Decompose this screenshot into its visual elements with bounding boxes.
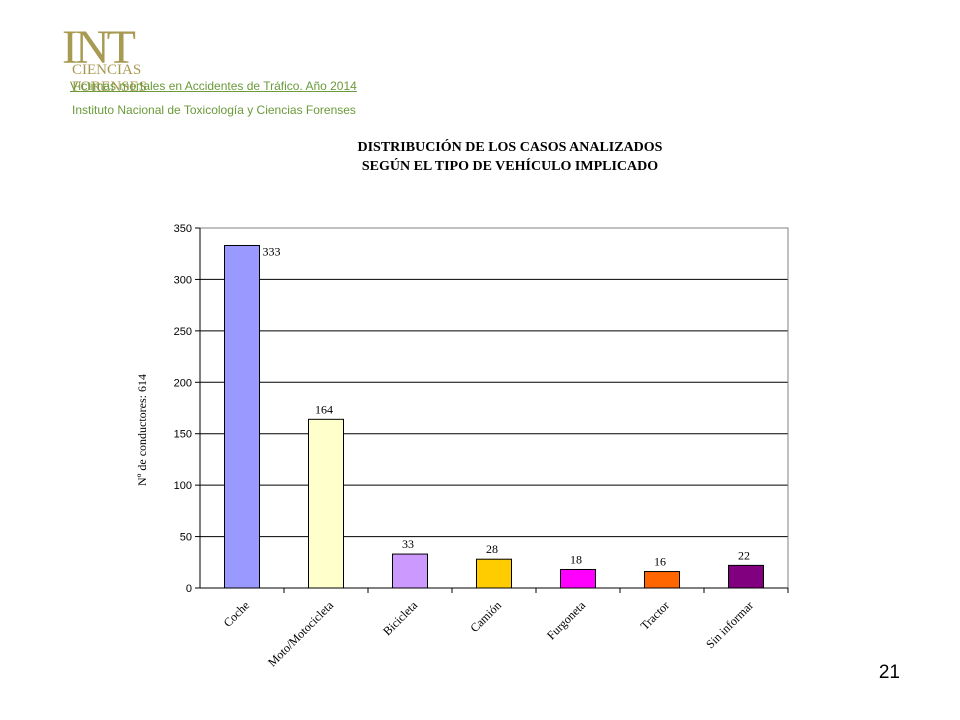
chart-title-line-2: SEGÚN EL TIPO DE VEHÍCULO IMPLICADO	[361, 159, 659, 174]
bar-furgoneta	[560, 568, 596, 589]
bar-moto-motocicleta	[308, 418, 344, 589]
y-tick-label: 250	[174, 326, 192, 338]
bar-bicicleta	[392, 553, 428, 589]
bar-coche	[224, 244, 260, 589]
x-tick-label: Sin informar	[703, 598, 756, 651]
bar-sin-informar	[728, 564, 764, 589]
report-title-link[interactable]: Víctimas mortales en Accidentes de Tráfi…	[70, 79, 357, 93]
bar-tractor	[644, 571, 680, 589]
data-label: 18	[570, 552, 582, 566]
x-tick-label: Bicicleta	[380, 598, 421, 639]
logo-letters: INT	[62, 21, 136, 74]
data-label: 33	[402, 537, 414, 551]
data-label: 28	[486, 542, 498, 556]
x-tick-label: Camión	[467, 598, 504, 635]
x-tick-label: Coche	[221, 598, 253, 630]
data-label: 333	[263, 244, 281, 258]
y-tick-label: 150	[174, 429, 192, 441]
y-tick-label: 350	[174, 223, 192, 235]
bar-cami-n	[476, 558, 512, 589]
y-tick-label: 0	[186, 583, 192, 595]
y-axis-label: Nº de conductores: 614	[135, 374, 149, 486]
data-label: 22	[738, 548, 750, 562]
logo-subtitle: CIENCIAS FORENSES	[72, 62, 148, 95]
x-tick-label: Moto/Motocicleta	[265, 598, 337, 670]
chart-title: DISTRIBUCIÓN DE LOS CASOS ANALIZADOS SEG…	[220, 138, 800, 176]
x-tick-label: Tractor	[638, 598, 673, 633]
int-logo: INT CIENCIAS FORENSES	[62, 21, 182, 96]
y-tick-label: 100	[174, 480, 192, 492]
plot-area	[199, 227, 789, 589]
institute-name: Instituto Nacional de Toxicología y Cien…	[72, 103, 356, 117]
data-label: 164	[315, 402, 333, 416]
page-number: 21	[878, 662, 900, 683]
chart-title-line-1: DISTRIBUCIÓN DE LOS CASOS ANALIZADOS	[357, 140, 663, 155]
y-tick-label: 50	[180, 532, 192, 544]
x-tick-label: Furgoneta	[544, 598, 589, 643]
y-tick-label: 200	[174, 377, 192, 389]
y-tick-label: 300	[174, 274, 192, 286]
data-label: 16	[654, 555, 666, 569]
